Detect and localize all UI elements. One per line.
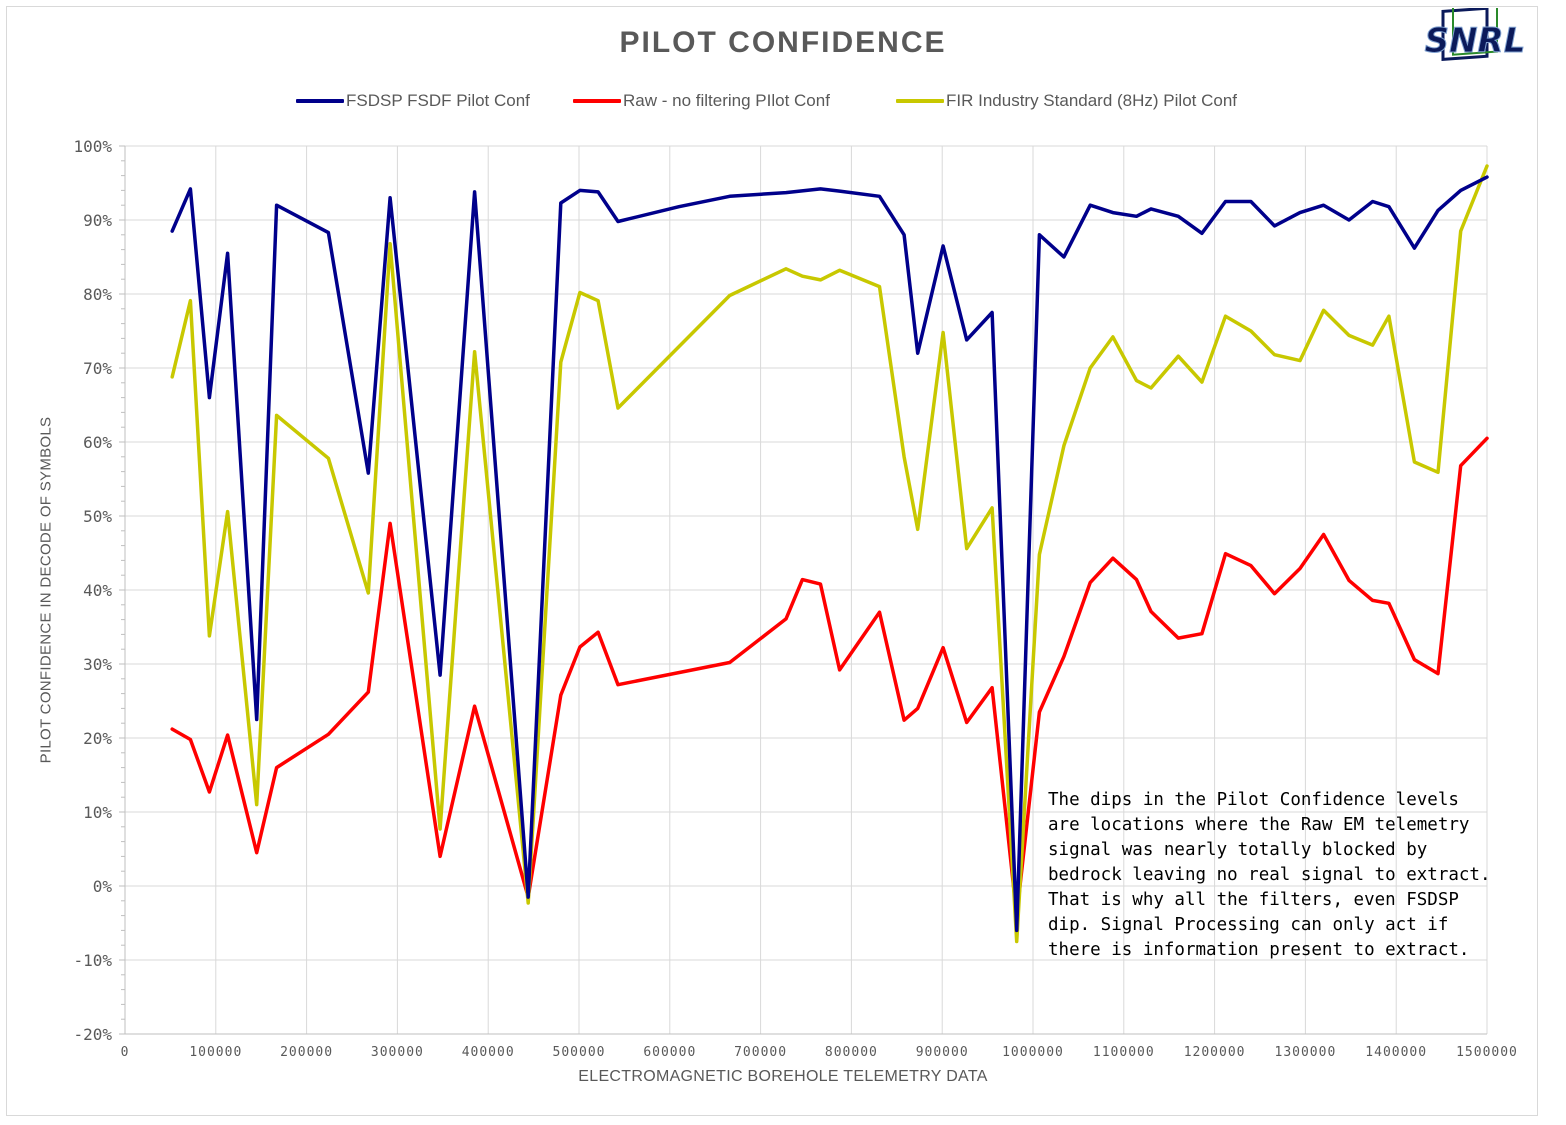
legend-label-raw: Raw - no filtering PIlot Conf	[623, 91, 830, 110]
legend-item-raw: Raw - no filtering PIlot Conf	[573, 88, 830, 114]
y-tick-label: 90%	[83, 211, 112, 230]
x-tick-label: 400000	[462, 1045, 515, 1060]
y-tick-label: 70%	[83, 359, 112, 378]
series-line-fir	[170, 164, 1489, 944]
x-tick-label: 100000	[189, 1045, 242, 1060]
y-axis-label: PILOT CONFIDENCE IN DECODE OF SYMBOLS	[37, 416, 55, 764]
x-axis-label: ELECTROMAGNETIC BOREHOLE TELEMETRY DATA	[578, 1068, 988, 1085]
x-tick-label: 600000	[643, 1045, 696, 1060]
legend-item-fsdsp: FSDSP FSDF Pilot Conf	[296, 88, 530, 114]
legend-swatch-fsdsp	[296, 99, 344, 103]
x-tick-label: 1100000	[1093, 1045, 1155, 1060]
x-tick-label: 1200000	[1184, 1045, 1246, 1060]
x-tick-label: 1000000	[1002, 1045, 1064, 1060]
x-tick-label: 1300000	[1275, 1045, 1337, 1060]
chart-title: PILOT CONFIDENCE	[619, 26, 947, 59]
y-tick-label: 0%	[93, 877, 113, 896]
y-tick-label: -20%	[73, 1025, 112, 1044]
y-tick-label: 40%	[83, 581, 112, 600]
y-tick-label: 100%	[73, 137, 112, 156]
series-line-fsdsp	[170, 175, 1489, 933]
x-tick-label: 300000	[371, 1045, 424, 1060]
y-tick-label: -10%	[73, 951, 112, 970]
y-tick-label: 80%	[83, 285, 112, 304]
x-tick-label: 700000	[734, 1045, 787, 1060]
y-tick-label: 50%	[83, 507, 112, 526]
x-tick-label: 1500000	[1456, 1045, 1518, 1060]
y-tick-label: 10%	[83, 803, 112, 822]
y-tick-label: 60%	[83, 433, 112, 452]
legend-label-fsdsp: FSDSP FSDF Pilot Conf	[346, 91, 530, 110]
legend-swatch-fir	[896, 99, 944, 103]
x-tick-label: 1400000	[1365, 1045, 1427, 1060]
logo-text: SNRL	[1425, 21, 1526, 61]
y-tick-label: 30%	[83, 655, 112, 674]
x-tick-label: 900000	[916, 1045, 969, 1060]
series-line-raw	[170, 436, 1489, 918]
legend-label-fir: FIR Industry Standard (8Hz) Pilot Conf	[946, 91, 1238, 110]
legend-item-fir: FIR Industry Standard (8Hz) Pilot Conf	[896, 88, 1237, 114]
chart-legend: FSDSP FSDF Pilot Conf Raw - no filtering…	[0, 88, 1566, 114]
legend-swatch-raw	[573, 99, 621, 103]
y-tick-label: 20%	[83, 729, 112, 748]
x-tick-label: 0	[121, 1045, 130, 1060]
x-tick-label: 500000	[553, 1045, 606, 1060]
x-tick-label: 200000	[280, 1045, 333, 1060]
chart-annotation: The dips in the Pilot Confidence levels …	[1048, 790, 1491, 960]
x-tick-label: 800000	[825, 1045, 878, 1060]
snrl-logo: SNRL	[1424, 8, 1526, 62]
